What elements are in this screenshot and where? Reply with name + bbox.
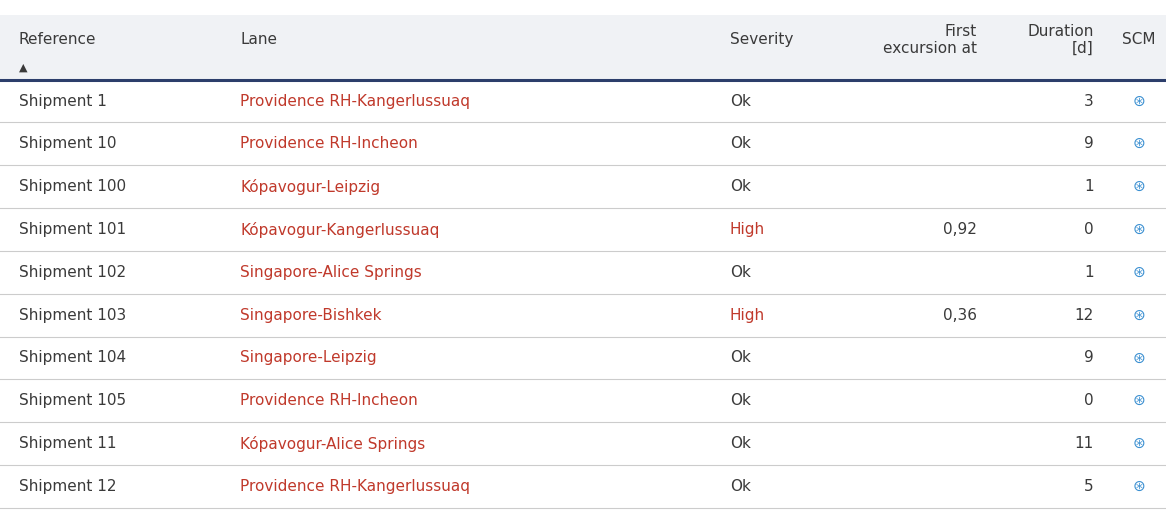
Text: 12: 12 <box>1074 308 1094 323</box>
Text: Ok: Ok <box>730 179 751 194</box>
Text: ⊛: ⊛ <box>1133 93 1145 109</box>
Text: Ok: Ok <box>730 350 751 365</box>
Text: ⊛: ⊛ <box>1133 479 1145 494</box>
Text: Shipment 12: Shipment 12 <box>19 479 117 494</box>
Bar <box>0 208 1166 251</box>
Text: ⊛: ⊛ <box>1133 393 1145 408</box>
Text: Shipment 1: Shipment 1 <box>19 93 106 109</box>
Text: 0: 0 <box>1084 222 1094 237</box>
Bar <box>0 337 1166 380</box>
Bar <box>0 165 1166 208</box>
Text: ⊛: ⊛ <box>1133 265 1145 280</box>
Text: ⊛: ⊛ <box>1133 222 1145 237</box>
Text: Providence RH-Kangerlussuaq: Providence RH-Kangerlussuaq <box>240 93 470 109</box>
Bar <box>0 251 1166 294</box>
Text: 5: 5 <box>1084 479 1094 494</box>
Bar <box>0 15 1166 80</box>
Text: Severity: Severity <box>730 32 793 47</box>
Text: 0,36: 0,36 <box>943 308 977 323</box>
Text: Singapore-Bishkek: Singapore-Bishkek <box>240 308 381 323</box>
Text: Shipment 103: Shipment 103 <box>19 308 126 323</box>
Text: Shipment 105: Shipment 105 <box>19 393 126 408</box>
Text: Kópavogur-Kangerlussuaq: Kópavogur-Kangerlussuaq <box>240 222 440 238</box>
Text: Shipment 101: Shipment 101 <box>19 222 126 237</box>
Text: 0,92: 0,92 <box>943 222 977 237</box>
Text: High: High <box>730 222 765 237</box>
Text: Shipment 102: Shipment 102 <box>19 265 126 280</box>
Text: 1: 1 <box>1084 179 1094 194</box>
Text: Shipment 10: Shipment 10 <box>19 136 117 151</box>
Text: 1: 1 <box>1084 265 1094 280</box>
Bar <box>0 80 1166 123</box>
Text: Ok: Ok <box>730 436 751 451</box>
Text: ⊛: ⊛ <box>1133 308 1145 323</box>
Text: 3: 3 <box>1084 93 1094 109</box>
Text: ⊛: ⊛ <box>1133 436 1145 451</box>
Text: Ok: Ok <box>730 265 751 280</box>
Text: ⊛: ⊛ <box>1133 350 1145 365</box>
Text: SCM: SCM <box>1123 32 1156 47</box>
Text: High: High <box>730 308 765 323</box>
Text: Ok: Ok <box>730 393 751 408</box>
Text: Ok: Ok <box>730 479 751 494</box>
Text: 0: 0 <box>1084 393 1094 408</box>
Text: Lane: Lane <box>240 32 278 47</box>
Text: Singapore-Alice Springs: Singapore-Alice Springs <box>240 265 422 280</box>
Text: ▲: ▲ <box>19 63 27 73</box>
Bar <box>0 380 1166 422</box>
Text: Singapore-Leipzig: Singapore-Leipzig <box>240 350 377 365</box>
Text: Reference: Reference <box>19 32 96 47</box>
Text: [d]: [d] <box>1072 41 1094 56</box>
Text: Providence RH-Incheon: Providence RH-Incheon <box>240 136 417 151</box>
Text: 9: 9 <box>1084 350 1094 365</box>
Text: Kópavogur-Alice Springs: Kópavogur-Alice Springs <box>240 436 426 451</box>
Text: Shipment 104: Shipment 104 <box>19 350 126 365</box>
Text: Ok: Ok <box>730 136 751 151</box>
Text: Shipment 100: Shipment 100 <box>19 179 126 194</box>
Bar <box>0 123 1166 165</box>
Bar <box>0 465 1166 508</box>
Bar <box>0 294 1166 337</box>
Text: ⊛: ⊛ <box>1133 179 1145 194</box>
Text: First: First <box>944 24 977 39</box>
Bar <box>0 422 1166 465</box>
Text: Duration: Duration <box>1027 24 1094 39</box>
Text: 11: 11 <box>1074 436 1094 451</box>
Text: Kópavogur-Leipzig: Kópavogur-Leipzig <box>240 179 380 195</box>
Text: 9: 9 <box>1084 136 1094 151</box>
Text: Providence RH-Kangerlussuaq: Providence RH-Kangerlussuaq <box>240 479 470 494</box>
Text: excursion at: excursion at <box>883 41 977 56</box>
Text: Shipment 11: Shipment 11 <box>19 436 117 451</box>
Text: Providence RH-Incheon: Providence RH-Incheon <box>240 393 417 408</box>
Text: Ok: Ok <box>730 93 751 109</box>
Text: ⊛: ⊛ <box>1133 136 1145 151</box>
